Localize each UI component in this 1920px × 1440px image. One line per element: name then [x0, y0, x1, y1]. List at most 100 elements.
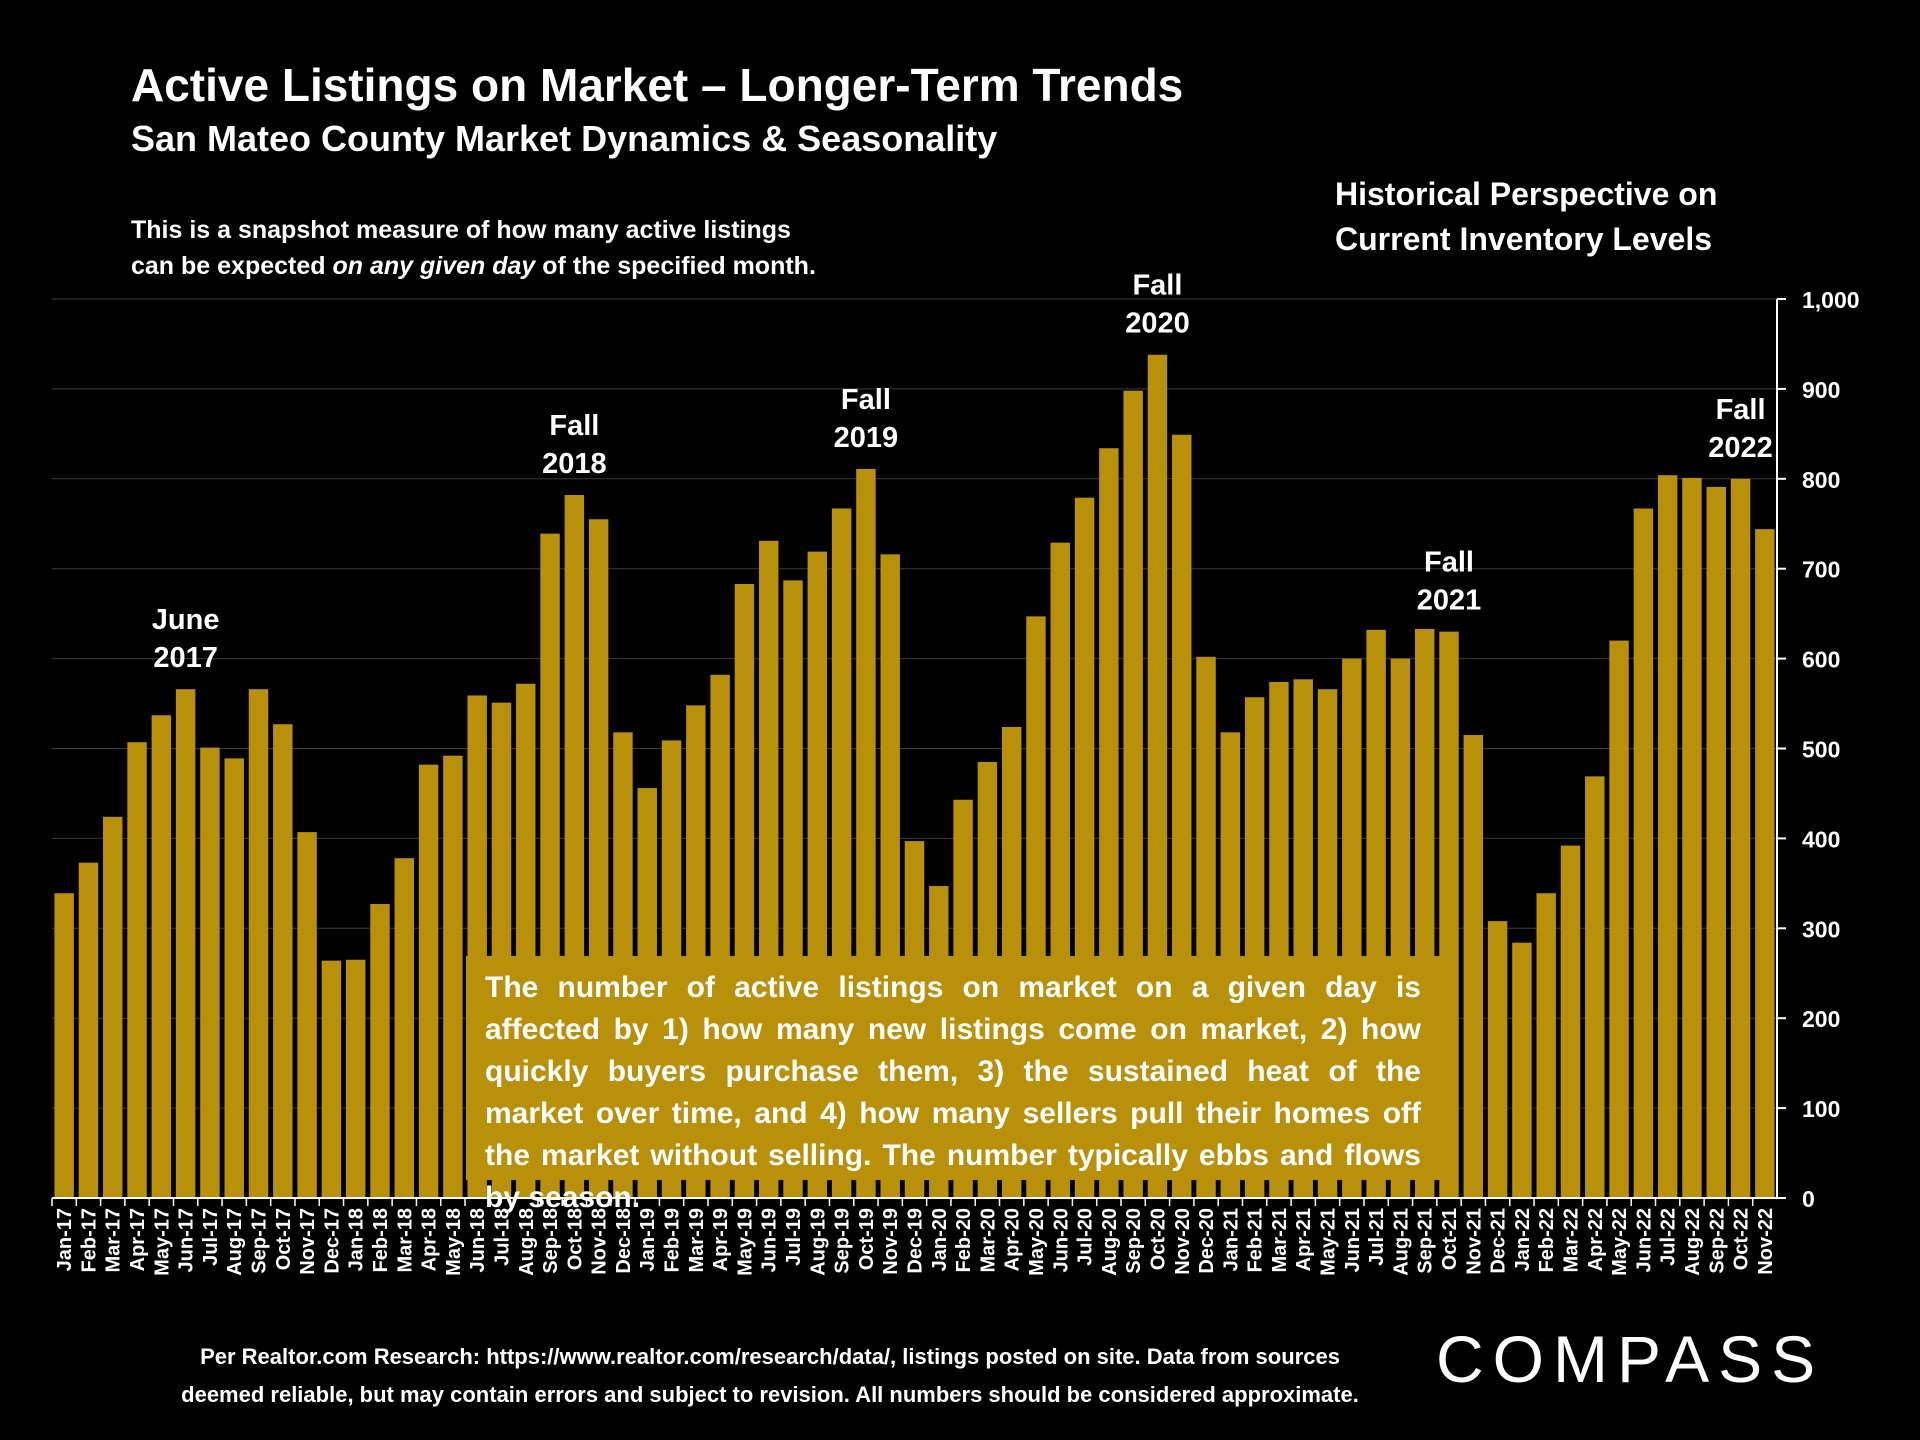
- x-tick-label: Feb-21: [1245, 1208, 1267, 1272]
- annotation-label: Fall: [549, 410, 599, 442]
- bar: [1463, 735, 1484, 1198]
- x-tick-label: Aug-21: [1390, 1208, 1412, 1276]
- annotation-year: 2022: [1708, 432, 1773, 464]
- bar: [1609, 640, 1629, 1198]
- x-tick-label: Oct-22: [1731, 1208, 1753, 1270]
- y-tick-label: 1,000: [1802, 287, 1860, 313]
- x-tick-label: Oct-17: [273, 1208, 295, 1270]
- x-tick-label: Jun-17: [176, 1208, 198, 1272]
- annotation-label: Fall: [1424, 547, 1474, 579]
- x-tick-label: Dec-18: [613, 1208, 635, 1274]
- x-tick-label: Aug-20: [1099, 1208, 1121, 1276]
- x-tick-label: May-18: [443, 1208, 465, 1276]
- x-tick-label: Feb-22: [1536, 1208, 1558, 1272]
- x-tick-label: Sep-19: [832, 1208, 854, 1274]
- bar: [1512, 942, 1532, 1198]
- x-tick-label: Apr-19: [710, 1208, 732, 1271]
- perspective-line-1: Historical Perspective on: [1335, 176, 1718, 212]
- bar: [1487, 921, 1508, 1198]
- x-tick-label: Sep-22: [1706, 1208, 1728, 1274]
- x-tick-label: Apr-18: [419, 1208, 441, 1271]
- bar: [1585, 776, 1605, 1198]
- bar: [297, 832, 317, 1198]
- compass-logo: COMPASS: [1436, 1322, 1825, 1396]
- x-tick-label: Oct-21: [1439, 1208, 1461, 1270]
- x-tick-label: Mar-19: [686, 1208, 708, 1272]
- bar: [1657, 475, 1678, 1199]
- annotation-label: Fall: [1132, 270, 1182, 302]
- perspective-heading: Historical Perspective on Current Invent…: [1335, 172, 1717, 262]
- x-tick-label: Mar-20: [977, 1208, 999, 1272]
- x-tick-label: Aug-22: [1682, 1208, 1704, 1276]
- note-line-2: can be expected on any given day of the …: [131, 248, 816, 284]
- bar: [200, 747, 220, 1198]
- bar: [1706, 486, 1726, 1198]
- x-tick-label: Aug-18: [516, 1208, 538, 1276]
- x-tick-label: Feb-20: [953, 1208, 975, 1272]
- x-tick-label: Jul-22: [1658, 1208, 1680, 1266]
- bar: [418, 764, 439, 1198]
- note-line-2-pre: can be expected: [131, 252, 333, 280]
- x-tick-label: Dec-20: [1196, 1208, 1218, 1274]
- x-tick-label: May-21: [1318, 1208, 1340, 1276]
- page-title: Active Listings on Market – Longer-Term …: [131, 59, 1184, 111]
- y-tick-label: 500: [1802, 737, 1840, 763]
- y-tick-label: 0: [1802, 1186, 1815, 1212]
- x-tick-label: Sep-21: [1415, 1208, 1437, 1274]
- x-tick-label: Jun-19: [759, 1208, 781, 1272]
- explanation-box: The number of active listings on market …: [466, 956, 1440, 1214]
- bar: [175, 689, 196, 1198]
- x-tick-label: Jun-21: [1342, 1208, 1364, 1272]
- x-tick-label: Dec-19: [905, 1208, 927, 1274]
- footnote-line-2: deemed reliable, but may contain errors …: [181, 1382, 1359, 1407]
- source-footnote: Per Realtor.com Research: https://www.re…: [60, 1338, 1480, 1414]
- x-tick-label: Jan-21: [1220, 1208, 1242, 1271]
- bar: [151, 715, 172, 1198]
- x-tick-label: Nov-21: [1463, 1208, 1485, 1275]
- annotation-year: 2020: [1125, 308, 1190, 340]
- x-tick-label: Oct-20: [1147, 1208, 1169, 1270]
- y-tick-label: 600: [1802, 647, 1840, 673]
- x-tick-label: Nov-22: [1755, 1208, 1777, 1275]
- x-tick-label: Sep-18: [540, 1208, 562, 1274]
- bar: [273, 724, 293, 1198]
- x-tick-label: Apr-21: [1293, 1208, 1315, 1271]
- bar: [443, 755, 463, 1198]
- bar: [103, 816, 123, 1198]
- x-tick-label: Nov-18: [589, 1208, 611, 1275]
- x-tick-label: May-17: [151, 1208, 173, 1276]
- y-axis: 0 100 200 300 400 500 600 700 800 900 1,000: [1776, 287, 1860, 1212]
- y-tick-label: 700: [1802, 557, 1840, 583]
- x-tick-label: Jan-22: [1512, 1208, 1534, 1271]
- x-tick-label: Apr-22: [1585, 1208, 1607, 1271]
- bar: [370, 904, 390, 1198]
- x-tick-label: Mar-17: [103, 1208, 125, 1272]
- bar: [248, 689, 269, 1198]
- x-tick-label: Nov-17: [297, 1208, 319, 1275]
- bar: [1682, 477, 1702, 1198]
- annotation-year: 2019: [834, 422, 899, 454]
- footnote-line-1: Per Realtor.com Research: https://www.re…: [200, 1344, 1340, 1369]
- annotation-label: June: [152, 604, 220, 636]
- annotation-label: Fall: [1716, 394, 1766, 426]
- annotation-year: 2017: [153, 642, 218, 674]
- x-tick-label: Mar-21: [1269, 1208, 1291, 1272]
- x-tick-label: Nov-20: [1172, 1208, 1194, 1275]
- y-tick-label: 100: [1802, 1096, 1840, 1122]
- annotation-label: Fall: [841, 384, 891, 416]
- y-tick-label: 200: [1802, 1006, 1840, 1032]
- bar: [1560, 845, 1581, 1198]
- page-subtitle: San Mateo County Market Dynamics & Seaso…: [131, 118, 998, 159]
- y-tick-label: 300: [1802, 916, 1840, 942]
- x-tick-label: Jan-17: [54, 1208, 76, 1271]
- bar: [345, 959, 366, 1198]
- bar: [127, 742, 147, 1198]
- x-tick-label: Nov-19: [880, 1208, 902, 1275]
- x-tick-label: Jan-18: [346, 1208, 368, 1271]
- x-tick-label: Feb-18: [370, 1208, 392, 1272]
- x-tick-label: Jul-18: [491, 1208, 513, 1266]
- bar: [78, 862, 99, 1198]
- x-tick-label: Jul-17: [200, 1208, 222, 1266]
- x-tick-label: Sep-17: [249, 1208, 271, 1274]
- y-tick-label: 800: [1802, 467, 1840, 493]
